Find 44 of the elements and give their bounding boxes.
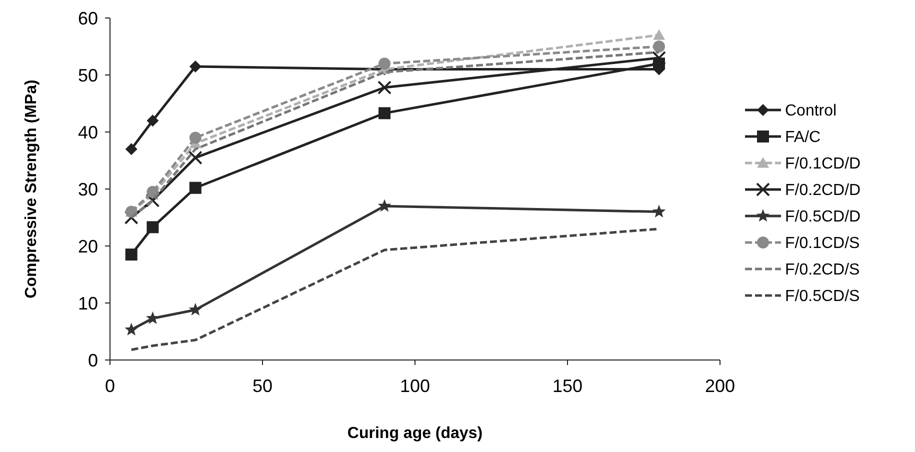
legend-label: F/0.2CD/S [785, 262, 860, 279]
x-tick-label: 50 [252, 376, 273, 396]
point [378, 58, 390, 70]
point [124, 210, 138, 224]
y-axis-title: Compressive Strength (MPa) [23, 80, 40, 298]
point [146, 186, 159, 198]
y-tick-label: 0 [88, 350, 98, 370]
x-tick-label: 0 [104, 376, 116, 396]
point [652, 50, 666, 65]
point [378, 199, 392, 212]
x-tick-label: 100 [400, 376, 430, 396]
y-tick-label: 60 [78, 8, 98, 28]
x-tick-label: 200 [704, 376, 736, 396]
point [146, 114, 159, 127]
point [188, 302, 202, 316]
x-axis-title: Curing age (days) [347, 425, 483, 442]
point [653, 40, 665, 52]
point [378, 80, 392, 95]
point [125, 248, 138, 261]
x-tick-label: 150 [552, 376, 583, 396]
point [653, 29, 665, 40]
point [146, 193, 160, 208]
legend-label: F/0.5CD/S [785, 288, 860, 306]
point [146, 221, 159, 234]
point [378, 107, 390, 120]
y-tick-label: 10 [78, 293, 98, 314]
y-tick-label: 30 [78, 179, 98, 200]
point [189, 132, 202, 144]
point [146, 311, 160, 324]
legend-label: F/0.2CD/D [785, 182, 861, 200]
legend-label: F/0.5CD/D [785, 208, 861, 226]
y-tick-label: 50 [78, 65, 98, 86]
legend-label: F/0.1CD/D [785, 156, 861, 173]
point [652, 204, 666, 218]
point [124, 322, 138, 336]
legend-label: Control [785, 102, 837, 120]
point [189, 182, 202, 194]
y-tick-label: 20 [78, 236, 98, 256]
point [189, 60, 202, 72]
y-tick-label: 40 [78, 122, 98, 142]
point [125, 143, 138, 156]
point [188, 150, 202, 165]
legend-label: FA/C [785, 129, 821, 146]
legend-label: F/0.1CD/S [785, 235, 860, 252]
